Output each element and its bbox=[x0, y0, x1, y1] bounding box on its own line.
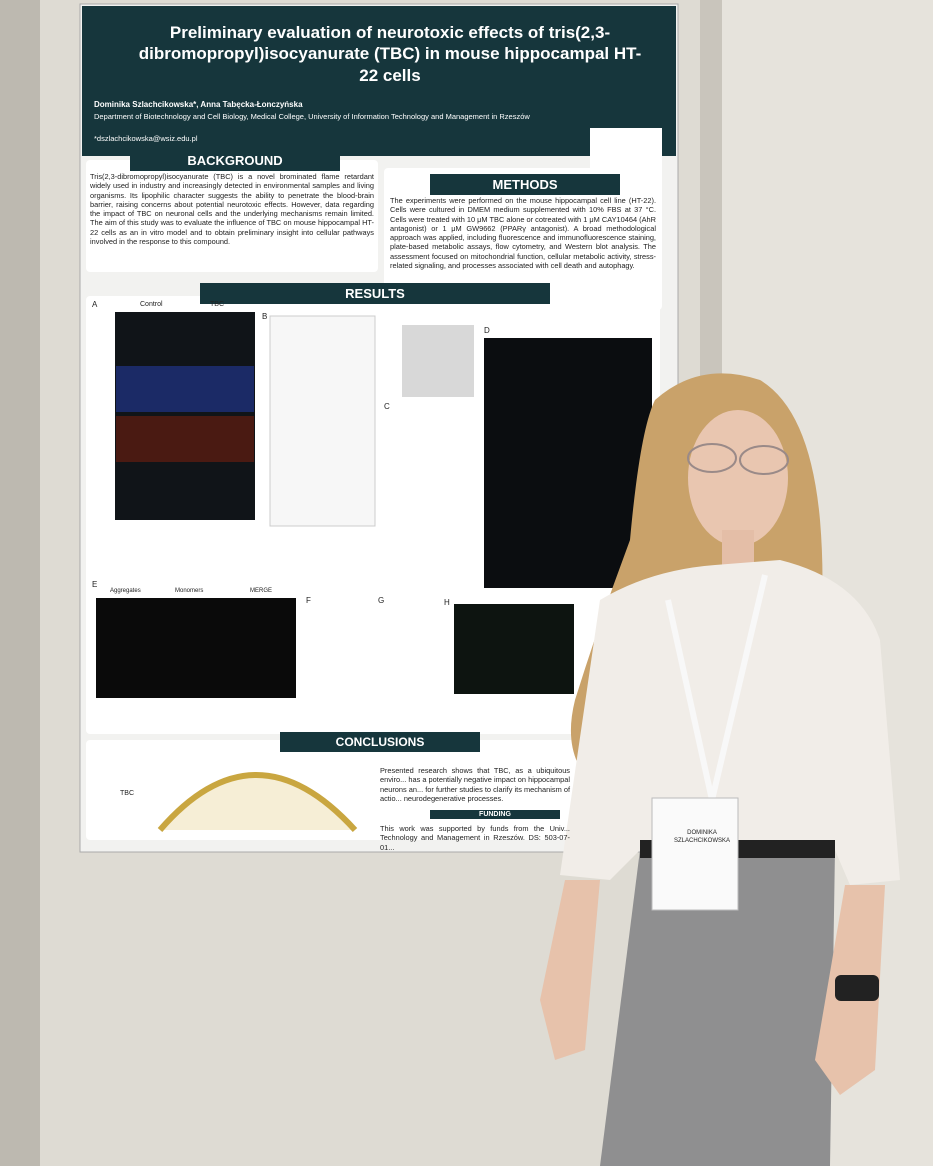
western-blot bbox=[402, 325, 474, 397]
watch bbox=[835, 975, 879, 1001]
section-heading: METHODS bbox=[430, 174, 620, 195]
cell-diagram bbox=[157, 772, 358, 833]
panel-letter: E bbox=[92, 580, 98, 589]
glasses bbox=[687, 443, 737, 473]
badge bbox=[651, 797, 739, 911]
column-label: TBC bbox=[210, 301, 224, 308]
section-heading: BACKGROUND bbox=[130, 150, 340, 171]
affiliation: Department of Biotechnology and Cell Bio… bbox=[94, 112, 530, 121]
h-panel bbox=[454, 604, 574, 694]
methods-text: The experiments were performed on the mo… bbox=[390, 196, 656, 270]
section-heading: CONCLUSIONS bbox=[280, 732, 480, 752]
mito-panel bbox=[96, 598, 296, 698]
poster-title: Preliminary evaluation of neurotoxic eff… bbox=[138, 23, 642, 85]
panel-letter: C bbox=[384, 402, 390, 411]
methods-box bbox=[384, 168, 662, 310]
background-text: Tris(2,3-dibromopropyl)isocyanurate (TBC… bbox=[90, 172, 374, 246]
column-label: Monomers bbox=[175, 588, 204, 594]
panel-letter: H bbox=[444, 598, 450, 607]
confocal-panel bbox=[484, 338, 652, 588]
glasses bbox=[739, 445, 789, 475]
dapi-row bbox=[116, 366, 254, 412]
background-box bbox=[86, 160, 378, 272]
email: *dszlachcikowska@wsiz.edu.pl bbox=[94, 134, 198, 143]
funding-text: This work was supported by funds from th… bbox=[380, 824, 570, 852]
authors: Dominika Szlachcikowska*, Anna Tabęcka-Ł… bbox=[94, 100, 303, 109]
panel-letter: D bbox=[484, 326, 490, 335]
bar-charts bbox=[269, 315, 376, 527]
trousers bbox=[600, 850, 835, 1166]
section-heading: FUNDING bbox=[430, 810, 560, 819]
face bbox=[688, 410, 788, 546]
molecule-label: TBC bbox=[120, 790, 134, 797]
conclusions-text: Presented research shows that TBC, as a … bbox=[380, 766, 570, 803]
left-arm bbox=[540, 880, 600, 1060]
panel-letter: G bbox=[378, 596, 385, 605]
panel-letter: B bbox=[262, 312, 268, 321]
column-label: MERGE bbox=[250, 588, 273, 594]
poster-header bbox=[82, 6, 676, 156]
column-label: Aggregates bbox=[110, 588, 141, 594]
panel-letter: A bbox=[92, 300, 98, 309]
panel-letter: F bbox=[306, 596, 311, 605]
red-row bbox=[116, 416, 254, 462]
column-label: Control bbox=[140, 301, 163, 308]
badge-name: DOMINIKA SZLACHCIKOWSKA bbox=[673, 830, 730, 844]
wall-panel-edge bbox=[0, 0, 40, 1166]
section-heading: RESULTS bbox=[200, 283, 550, 304]
